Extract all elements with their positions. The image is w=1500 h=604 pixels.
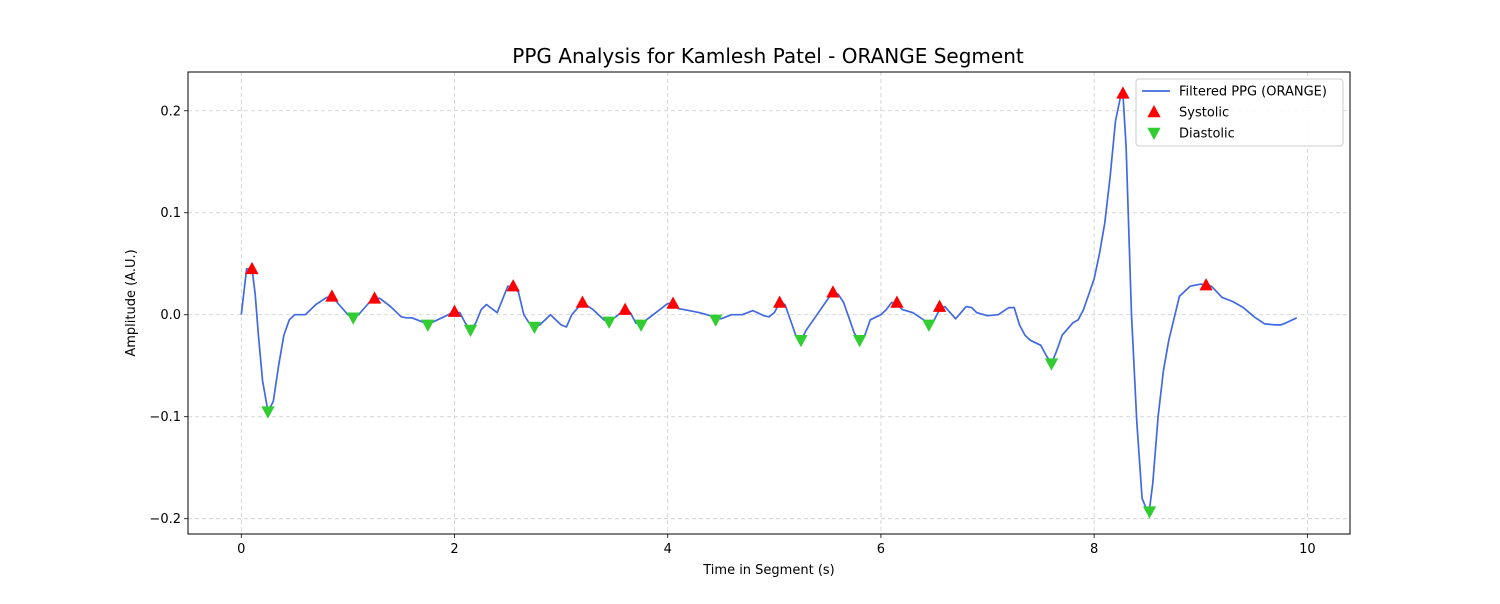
series-line-filtered-ppg [240, 92, 1298, 513]
y-tick-label: −0.2 [149, 512, 181, 527]
systolic-marker [890, 295, 904, 308]
x-tick-label: 2 [450, 542, 458, 557]
y-tick-label: −0.1 [149, 410, 181, 425]
x-tick-label: 10 [1299, 542, 1316, 557]
legend-label: Diastolic [1179, 127, 1235, 142]
diastolic-marker [1044, 358, 1059, 371]
diastolic-marker [527, 321, 542, 334]
diastolic-marker [852, 334, 867, 348]
systolic-marker [325, 289, 339, 302]
diastolic-marker [261, 406, 275, 419]
diastolic-marker [463, 324, 478, 338]
legend-label: Systolic [1179, 106, 1229, 121]
legend-label: Filtered PPG (ORANGE) [1179, 85, 1327, 100]
systolic-marker [575, 295, 590, 308]
y-tick-label: 0.2 [160, 104, 181, 119]
systolic-marker [1116, 86, 1130, 99]
legend-box [1135, 78, 1344, 147]
legend-key-systolic [1147, 105, 1161, 118]
chart-title: PPG Analysis for Kamlesh Patel - ORANGE … [512, 44, 1024, 68]
diastolic-marker [634, 319, 648, 332]
x-tick-label: 6 [877, 542, 885, 557]
diastolic-marker [421, 319, 435, 332]
legend: Filtered PPG (ORANGE) Systolic Diastolic [1135, 78, 1344, 147]
systolic-marker [245, 261, 259, 275]
systolic-marker [1199, 278, 1213, 291]
diastolic-marker [794, 334, 808, 348]
systolic-marker [773, 295, 787, 308]
x-axis-ticks: 0 2 4 6 8 10 [237, 534, 1316, 557]
diastolic-marker [709, 314, 723, 327]
systolic-marker [506, 279, 520, 292]
diastolic-marker [346, 312, 360, 325]
diastolic-marker [922, 319, 936, 332]
systolic-marker [666, 296, 680, 309]
plot-frame [187, 71, 1351, 535]
diastolic-marker [602, 316, 616, 329]
y-axis-label: Amplitude (A.U.) [124, 249, 139, 356]
systolic-marker [367, 291, 382, 304]
legend-key-diastolic [1147, 127, 1161, 140]
systolic-marker [826, 285, 840, 298]
y-tick-label: 0.0 [160, 308, 181, 323]
systolic-marker [447, 304, 462, 317]
x-axis-label: Time in Segment (s) [702, 563, 834, 578]
x-tick-label: 8 [1090, 542, 1098, 557]
plot-series [240, 86, 1298, 519]
diastolic-marker [1142, 506, 1157, 519]
systolic-marker [618, 302, 632, 315]
systolic-marker [932, 299, 947, 312]
x-tick-label: 4 [664, 542, 672, 557]
x-tick-label: 0 [237, 542, 245, 557]
y-axis-ticks: −0.2 −0.1 0.0 0.1 0.2 [149, 104, 188, 527]
y-tick-label: 0.1 [160, 206, 181, 221]
